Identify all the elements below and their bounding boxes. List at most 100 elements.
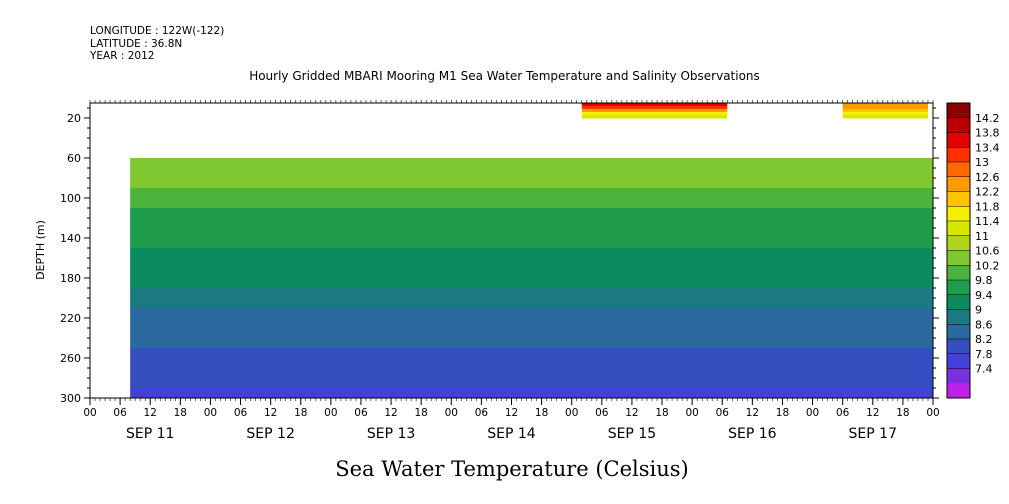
x-hour-tick-label: 00: [83, 407, 96, 419]
colorbar-swatch: [947, 162, 970, 178]
colorbar-level-label: 12.2: [975, 186, 1000, 199]
temperature-band: [130, 268, 934, 288]
x-day-label: SEP 17: [849, 426, 897, 442]
colorbar-level-label: 8.6: [975, 318, 993, 331]
x-hour-tick-label: 12: [746, 407, 759, 419]
colorbar-level-label: 12.6: [975, 171, 1000, 184]
x-hour-tick-label: 18: [896, 407, 909, 419]
colorbar-level-label: 13.4: [975, 141, 1000, 154]
metadata-block: LONGITUDE : 122W(-122) LATITUDE : 36.8N …: [90, 25, 224, 63]
y-tick-label: 300: [60, 392, 81, 405]
surface-temperature-segment: [842, 109, 928, 113]
colorbar-level-label: 10.6: [975, 245, 1000, 258]
y-axis-label: DEPTH (m): [34, 220, 47, 280]
x-hour-tick-label: 12: [625, 407, 638, 419]
colorbar-swatch: [947, 309, 970, 325]
colorbar-swatch: [947, 132, 970, 148]
y-tick-label: 60: [67, 152, 81, 165]
x-hour-tick-label: 06: [475, 407, 489, 419]
x-hour-tick-label: 00: [806, 407, 819, 419]
x-hour-tick-label: 00: [445, 407, 458, 419]
colorbar-swatch: [947, 221, 970, 237]
surface-temperature-segment: [842, 103, 928, 107]
surface-temperature-segment: [842, 106, 928, 110]
colorbar-swatch: [947, 383, 970, 399]
x-hour-tick-label: 18: [414, 407, 427, 419]
x-hour-tick-label: 12: [505, 407, 518, 419]
colorbar-swatch: [947, 250, 970, 266]
temperature-band: [130, 368, 934, 388]
temperature-band: [130, 388, 934, 398]
x-hour-tick-label: 06: [113, 407, 127, 419]
x-hour-tick-label: 00: [324, 407, 337, 419]
colorbar-swatch: [947, 147, 970, 163]
colorbar-swatch: [947, 294, 970, 310]
colorbar-level-label: 10.2: [975, 259, 1000, 272]
latitude-label: LATITUDE : 36.8N: [90, 37, 183, 50]
surface-temperature-segment: [842, 115, 928, 119]
colorbar-swatch: [947, 280, 970, 296]
colorbar-swatch: [947, 206, 970, 222]
surface-temperature-segment: [581, 103, 728, 107]
x-hour-tick-label: 12: [384, 407, 397, 419]
x-hour-tick-label: 18: [535, 407, 548, 419]
y-tick-label: 220: [60, 312, 81, 325]
colorbar: 14.2 13.813.4 13 12.6 12.211.8 11.4 11 10.610.2…: [946, 102, 1000, 399]
x-hour-tick-label: 06: [595, 407, 609, 419]
colorbar-level-label: 13.8: [975, 127, 1000, 140]
colorbar-level-label: 11: [975, 230, 989, 243]
x-hour-tick-label: 00: [204, 407, 217, 419]
colorbar-level-label: 7.4: [975, 363, 993, 376]
colorbar-swatch: [947, 103, 970, 119]
temperature-band: [130, 288, 934, 308]
colorbar-level-label: 8.2: [975, 333, 993, 346]
surface-temperature-segment: [842, 112, 928, 116]
colorbar-level-label: 9.4: [975, 289, 993, 302]
surface-temperature-segment: [581, 115, 728, 119]
colorbar-level-label: 11.4: [975, 215, 1000, 228]
y-tick-label: 140: [60, 232, 81, 245]
colorbar-level-label: 11.8: [975, 200, 1000, 213]
colorbar-level-label: 9.8: [975, 274, 993, 287]
year-label: YEAR : 2012: [90, 50, 155, 62]
x-hour-tick-label: 00: [685, 407, 698, 419]
chart-title: Hourly Gridded MBARI Mooring M1 Sea Wate…: [249, 69, 760, 83]
axes: 00 06 12 18 00 06 12 18 00 06 12 18 00 06 12 18 00 06 12 18…: [60, 100, 940, 442]
temperature-band: [130, 158, 934, 168]
y-tick-label: 100: [60, 192, 81, 205]
temperature-band: [130, 188, 934, 208]
temperature-band: [130, 168, 934, 188]
longitude-label: LONGITUDE : 122W(-122): [90, 25, 225, 37]
temperature-band: [130, 228, 934, 248]
colorbar-swatch: [947, 339, 970, 355]
colorbar-level-label: 9: [975, 304, 982, 317]
x-day-label: SEP 12: [246, 426, 294, 442]
x-day-label: SEP 15: [608, 426, 656, 442]
colorbar-level-label: 14.2: [975, 112, 1000, 125]
colorbar-swatch: [947, 265, 970, 281]
temperature-band: [130, 308, 934, 328]
x-hour-tick-label: 12: [264, 407, 277, 419]
colorbar-swatch: [947, 324, 970, 340]
x-hour-tick-label: 00: [565, 407, 578, 419]
x-day-label: SEP 11: [126, 426, 174, 442]
colorbar-swatch: [947, 117, 970, 133]
x-hour-tick-label: 12: [866, 407, 879, 419]
temperature-band: [130, 248, 934, 268]
colorbar-level-label: 13: [975, 156, 989, 169]
y-tick-label: 260: [60, 352, 81, 365]
y-tick-label: 20: [67, 112, 81, 125]
x-hour-tick-label: 06: [234, 407, 248, 419]
colorbar-swatch: [947, 353, 970, 369]
x-hour-tick-label: 18: [655, 407, 668, 419]
x-day-label: SEP 16: [728, 426, 777, 442]
temperature-band: [130, 348, 934, 368]
colorbar-swatch: [947, 176, 970, 192]
x-hour-tick-label: 18: [776, 407, 789, 419]
colorbar-swatch: [947, 368, 970, 384]
x-hour-tick-label: 06: [716, 407, 730, 419]
surface-temperature-segment: [581, 106, 728, 110]
x-hour-tick-label: 18: [294, 407, 307, 419]
x-hour-tick-label: 06: [836, 407, 850, 419]
plot-area: [130, 103, 934, 398]
